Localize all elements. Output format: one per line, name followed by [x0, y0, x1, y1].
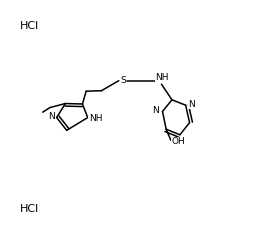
Text: S: S [120, 76, 126, 85]
Text: N: N [48, 112, 55, 121]
Text: NH: NH [89, 114, 102, 123]
Text: N: N [189, 100, 195, 109]
Text: HCl: HCl [20, 21, 39, 31]
Text: OH: OH [172, 137, 186, 146]
Text: NH: NH [155, 73, 169, 82]
Text: HCl: HCl [20, 204, 39, 215]
Text: N: N [152, 106, 159, 115]
